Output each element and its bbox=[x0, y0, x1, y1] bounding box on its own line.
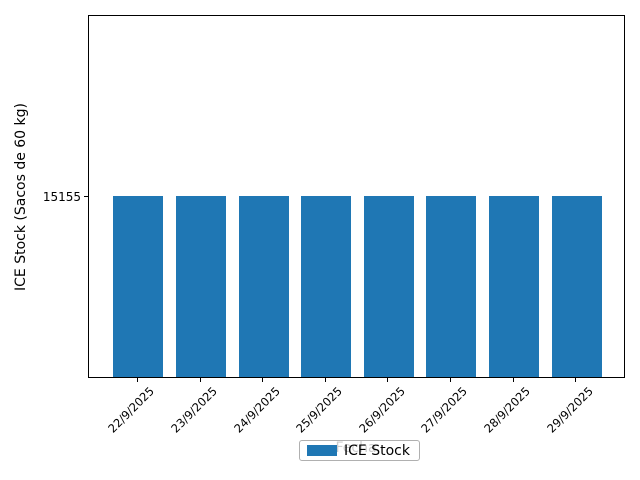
x-tick-mark bbox=[199, 378, 201, 382]
x-tick-label: 25/9/2025 bbox=[293, 384, 346, 436]
legend: ICE Stock bbox=[299, 440, 420, 461]
legend-swatch-icon bbox=[307, 445, 337, 456]
x-tick-label: 27/9/2025 bbox=[418, 384, 471, 436]
bar bbox=[176, 195, 227, 377]
x-tick-label: 26/9/2025 bbox=[356, 384, 408, 436]
x-tick-mark bbox=[512, 378, 514, 382]
legend-label: ICE Stock bbox=[344, 442, 410, 459]
x-tick-label: 24/9/2025 bbox=[230, 384, 283, 436]
bar bbox=[488, 195, 539, 377]
bar bbox=[301, 195, 352, 377]
x-tick-label: 29/9/2025 bbox=[543, 384, 596, 436]
bar bbox=[238, 195, 289, 377]
bar bbox=[551, 195, 602, 377]
x-tick-mark bbox=[449, 378, 451, 382]
x-tick-label: 28/9/2025 bbox=[481, 384, 533, 436]
x-tick-mark bbox=[324, 378, 326, 382]
y-axis-label: ICE Stock (Sacos de 60 kg) bbox=[13, 102, 29, 292]
bar bbox=[113, 195, 164, 377]
bar bbox=[363, 195, 414, 377]
y-tick-label: 15155 bbox=[42, 189, 81, 204]
x-tick-label: 23/9/2025 bbox=[168, 384, 220, 436]
x-tick-mark bbox=[136, 378, 138, 382]
x-tick-label: 22/9/2025 bbox=[105, 384, 158, 436]
bar bbox=[426, 195, 477, 377]
x-tick-mark bbox=[387, 378, 389, 382]
x-tick-mark bbox=[262, 378, 264, 382]
y-tick-mark bbox=[84, 196, 88, 197]
x-tick-mark bbox=[575, 378, 577, 382]
plot-area bbox=[88, 15, 625, 378]
